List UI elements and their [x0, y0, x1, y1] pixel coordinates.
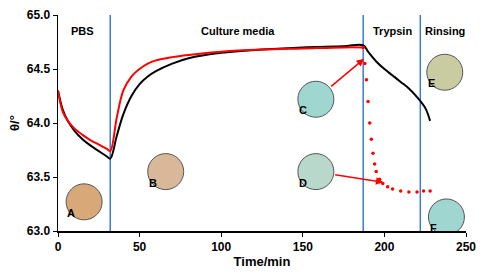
svg-text:63.0: 63.0 [27, 224, 51, 238]
svg-text:θ/°: θ/° [7, 115, 22, 131]
svg-text:64.0: 64.0 [27, 116, 51, 130]
svg-text:C: C [299, 104, 307, 116]
svg-text:63.5: 63.5 [27, 170, 51, 184]
svg-text:Trypsin: Trypsin [373, 25, 412, 37]
svg-text:A: A [67, 207, 75, 219]
svg-text:Rinsing: Rinsing [425, 25, 465, 37]
svg-text:Time/min: Time/min [234, 254, 291, 269]
svg-text:65.0: 65.0 [27, 8, 51, 22]
svg-text:D: D [299, 177, 307, 189]
svg-text:200: 200 [374, 240, 394, 254]
svg-text:250: 250 [456, 240, 476, 254]
svg-text:150: 150 [293, 240, 313, 254]
svg-text:B: B [149, 177, 157, 189]
svg-text:64.5: 64.5 [27, 62, 51, 76]
svg-text:50: 50 [133, 240, 147, 254]
svg-text:100: 100 [211, 240, 231, 254]
svg-text:Culture media: Culture media [201, 25, 275, 37]
svg-text:F: F [430, 222, 437, 234]
svg-text:E: E [428, 77, 435, 89]
svg-text:PBS: PBS [71, 25, 94, 37]
svg-text:0: 0 [55, 240, 62, 254]
